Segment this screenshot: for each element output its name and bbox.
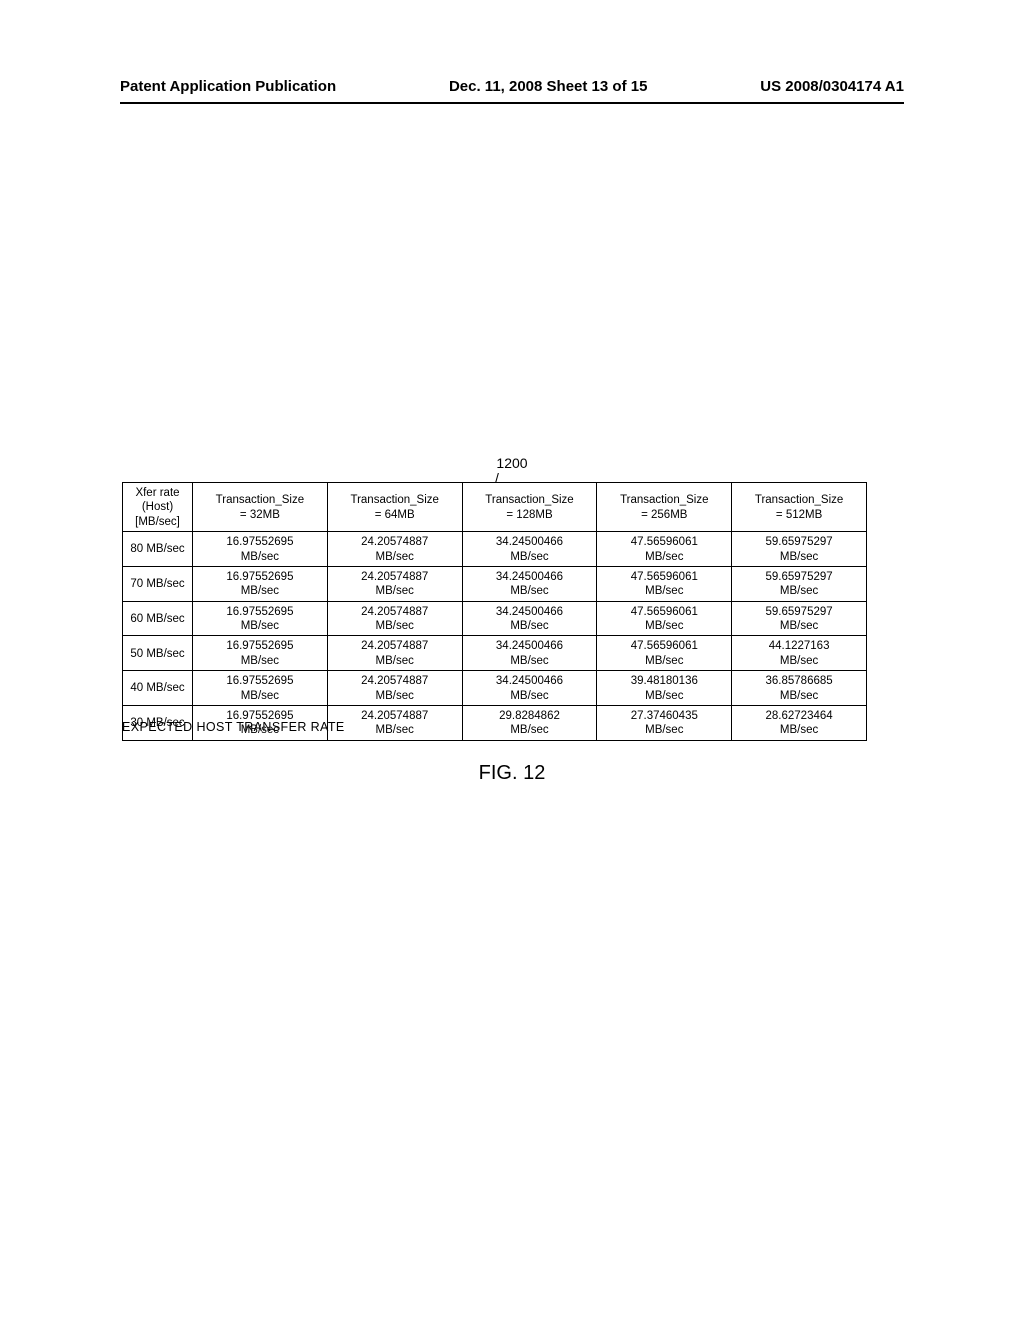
table-row: 60 MB/sec 16.97552695MB/sec 24.20574887M…	[123, 601, 867, 636]
table-body: 80 MB/sec 16.97552695MB/sec 24.20574887M…	[123, 532, 867, 741]
cell: 47.56596061MB/sec	[597, 636, 732, 671]
header-publication: Patent Application Publication	[120, 78, 336, 95]
col-header-line1: Transaction_Size	[734, 493, 864, 507]
table-row: 80 MB/sec 16.97552695MB/sec 24.20574887M…	[123, 532, 867, 567]
row-rate: 80 MB/sec	[123, 532, 193, 567]
col-header-line2: = 64MB	[330, 508, 460, 522]
cell: 24.20574887MB/sec	[327, 636, 462, 671]
cell: 47.56596061MB/sec	[597, 601, 732, 636]
col-header-line1: Transaction_Size	[599, 493, 729, 507]
data-table-container: Xfer rate (Host) [MB/sec] Transaction_Si…	[122, 482, 866, 741]
cell: 24.20574887MB/sec	[327, 566, 462, 601]
cell: 47.56596061MB/sec	[597, 532, 732, 567]
table-row: 70 MB/sec 16.97552695MB/sec 24.20574887M…	[123, 566, 867, 601]
col-header-128: Transaction_Size = 128MB	[462, 483, 597, 532]
col-header-64: Transaction_Size = 64MB	[327, 483, 462, 532]
cell: 16.97552695MB/sec	[193, 601, 328, 636]
col-header-line2: = 512MB	[734, 508, 864, 522]
header-rule	[120, 102, 904, 104]
cell: 47.56596061MB/sec	[597, 566, 732, 601]
table-caption: EXPECTED HOST TRANSFER RATE	[122, 720, 345, 734]
cell: 27.37460435MB/sec	[597, 705, 732, 740]
cell: 34.24500466MB/sec	[462, 566, 597, 601]
cell: 39.48180136MB/sec	[597, 671, 732, 706]
cell: 36.85786685MB/sec	[732, 671, 867, 706]
page-header: Patent Application Publication Dec. 11, …	[120, 78, 904, 95]
cell: 34.24500466MB/sec	[462, 636, 597, 671]
col-header-512: Transaction_Size = 512MB	[732, 483, 867, 532]
col-header-line2: [MB/sec]	[125, 515, 190, 529]
table-row: 50 MB/sec 16.97552695MB/sec 24.20574887M…	[123, 636, 867, 671]
cell: 24.20574887MB/sec	[327, 671, 462, 706]
header-date-sheet: Dec. 11, 2008 Sheet 13 of 15	[449, 78, 647, 95]
col-header-line1: Xfer rate (Host)	[125, 486, 190, 515]
transfer-rate-table: Xfer rate (Host) [MB/sec] Transaction_Si…	[122, 482, 867, 741]
table-header-row: Xfer rate (Host) [MB/sec] Transaction_Si…	[123, 483, 867, 532]
col-header-256: Transaction_Size = 256MB	[597, 483, 732, 532]
table-header: Xfer rate (Host) [MB/sec] Transaction_Si…	[123, 483, 867, 532]
col-header-line1: Transaction_Size	[465, 493, 595, 507]
col-header-line2: = 256MB	[599, 508, 729, 522]
header-patent-number: US 2008/0304174 A1	[760, 78, 904, 95]
cell: 34.24500466MB/sec	[462, 601, 597, 636]
col-header-line1: Transaction_Size	[195, 493, 325, 507]
figure-label: FIG. 12	[0, 762, 1024, 785]
row-rate: 70 MB/sec	[123, 566, 193, 601]
row-rate: 60 MB/sec	[123, 601, 193, 636]
cell: 16.97552695MB/sec	[193, 636, 328, 671]
figure-reference-number: 1200	[0, 455, 1024, 471]
col-header-line2: = 128MB	[465, 508, 595, 522]
cell: 16.97552695MB/sec	[193, 566, 328, 601]
cell: 29.8284862MB/sec	[462, 705, 597, 740]
cell: 34.24500466MB/sec	[462, 671, 597, 706]
cell: 16.97552695MB/sec	[193, 671, 328, 706]
row-rate: 50 MB/sec	[123, 636, 193, 671]
cell: 59.65975297MB/sec	[732, 601, 867, 636]
col-header-rate: Xfer rate (Host) [MB/sec]	[123, 483, 193, 532]
col-header-line1: Transaction_Size	[330, 493, 460, 507]
cell: 24.20574887MB/sec	[327, 601, 462, 636]
cell: 59.65975297MB/sec	[732, 532, 867, 567]
cell: 24.20574887MB/sec	[327, 705, 462, 740]
col-header-line2: = 32MB	[195, 508, 325, 522]
cell: 44.1227163MB/sec	[732, 636, 867, 671]
cell: 28.62723464MB/sec	[732, 705, 867, 740]
row-rate: 40 MB/sec	[123, 671, 193, 706]
table-row: 40 MB/sec 16.97552695MB/sec 24.20574887M…	[123, 671, 867, 706]
patent-page: Patent Application Publication Dec. 11, …	[0, 0, 1024, 1320]
cell: 34.24500466MB/sec	[462, 532, 597, 567]
col-header-32: Transaction_Size = 32MB	[193, 483, 328, 532]
cell: 16.97552695MB/sec	[193, 532, 328, 567]
cell: 59.65975297MB/sec	[732, 566, 867, 601]
cell: 24.20574887MB/sec	[327, 532, 462, 567]
